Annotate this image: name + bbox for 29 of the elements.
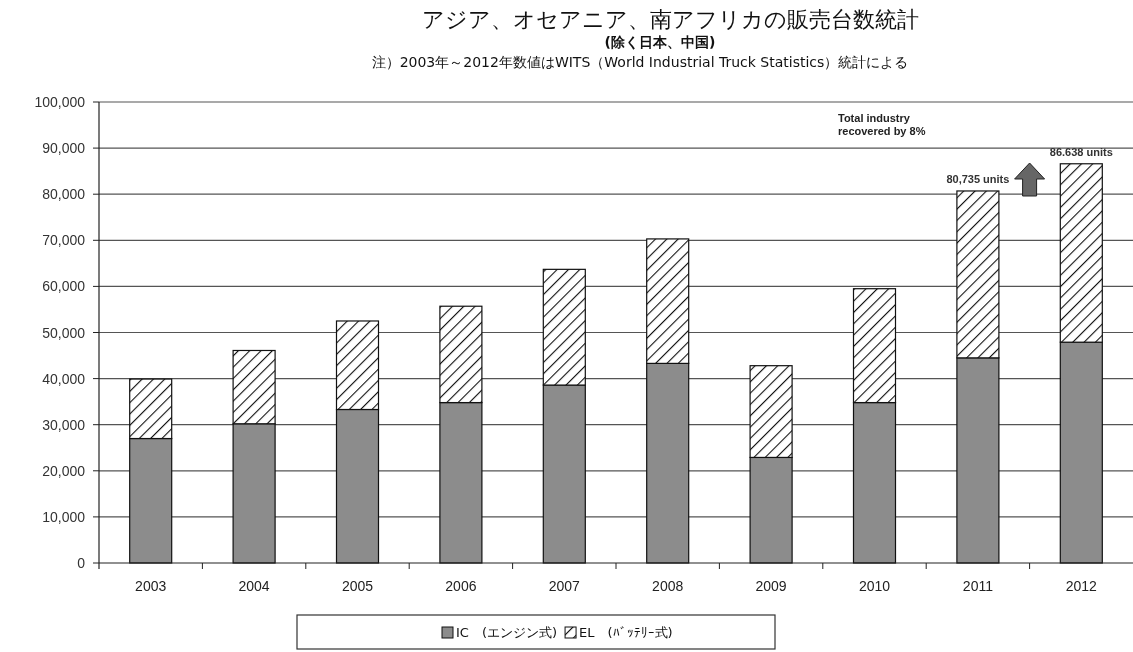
y-tick-label: 90,000 <box>42 140 86 157</box>
x-tick-label: 2008 <box>652 578 684 594</box>
y-tick-label: 0 <box>77 555 86 571</box>
chart-subtitle: (除く日本、中国) <box>604 34 716 50</box>
annotation: 86.638 units <box>1049 145 1113 158</box>
x-tick-label: 2009 <box>755 578 787 594</box>
x-tick-label: 2010 <box>858 578 891 594</box>
y-tick-label: 60,000 <box>42 278 86 295</box>
y-tick-label: 40,000 <box>42 370 86 387</box>
x-tick-label: 2003 <box>135 578 167 594</box>
y-tick-label: 20,000 <box>42 462 86 479</box>
y-tick-label: 30,000 <box>42 416 86 433</box>
x-tick-label: 2004 <box>238 578 270 594</box>
annotation: 80,735 units <box>946 172 1010 185</box>
x-tick-label: 2011 <box>962 578 994 594</box>
x-tick-label: 2005 <box>341 578 374 594</box>
y-tick-label: 50,000 <box>42 324 86 341</box>
y-tick-label: 80,000 <box>42 186 86 203</box>
x-tick-label: 2012 <box>1065 578 1098 594</box>
y-tick-label: 100,000 <box>34 94 86 110</box>
x-tick-label: 2007 <box>548 578 581 594</box>
x-tick-label: 2006 <box>445 578 477 594</box>
legend-label: EL (ﾊﾞｯﾃﾘｰ式) <box>579 625 673 640</box>
y-tick-label: 10,000 <box>42 508 86 525</box>
y-tick-label: 70,000 <box>42 232 86 249</box>
text: 注）2003年～2012年数値はWITS（World Industrial Truck Statistics）統計による <box>371 54 909 70</box>
chart-title: アジア、オセアニア、南アフリカの販売台数統計 <box>421 7 919 32</box>
legend-label: IC (エンジン式) <box>456 625 558 640</box>
note: Total industry recovered by 8% <box>838 112 926 137</box>
